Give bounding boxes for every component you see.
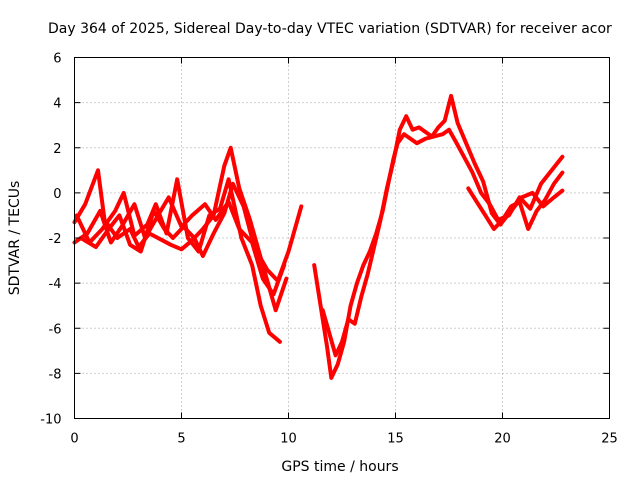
series-line-sat-d — [78, 181, 304, 283]
x-tick-label: 25 — [601, 432, 618, 447]
y-tick-label: 6 — [53, 52, 61, 67]
y-tick-label: -10 — [40, 413, 61, 428]
y-tick-label: 0 — [53, 187, 61, 202]
x-axis-label: GPS time / hours — [281, 459, 398, 475]
gridlines — [74, 57, 610, 419]
x-tick-label: 10 — [280, 432, 297, 447]
y-tick-label: -2 — [49, 232, 62, 247]
x-tick-label: 20 — [494, 432, 511, 447]
x-tick-label: 15 — [387, 432, 404, 447]
axis-ticks: 0 5 10 15 20 25 -10 -8 -6 -4 -2 0 2 4 6 — [40, 52, 618, 447]
chart-title: Day 364 of 2025, Sidereal Day-to-day VTE… — [48, 21, 612, 37]
series-line-sat-c — [74, 177, 282, 344]
y-axis-label: SDTVAR / TECUs — [7, 181, 23, 296]
y-tick-label: -8 — [49, 367, 62, 382]
series-line-sat-g — [466, 170, 565, 231]
y-tick-label: 4 — [53, 97, 61, 112]
y-tick-label: 2 — [53, 142, 61, 157]
series-line-sat-e — [312, 127, 565, 380]
y-tick-label: -4 — [49, 277, 62, 292]
y-tick-label: -6 — [49, 322, 62, 337]
x-tick-label: 5 — [177, 432, 185, 447]
data-series — [72, 93, 565, 380]
x-tick-label: 0 — [70, 432, 78, 447]
